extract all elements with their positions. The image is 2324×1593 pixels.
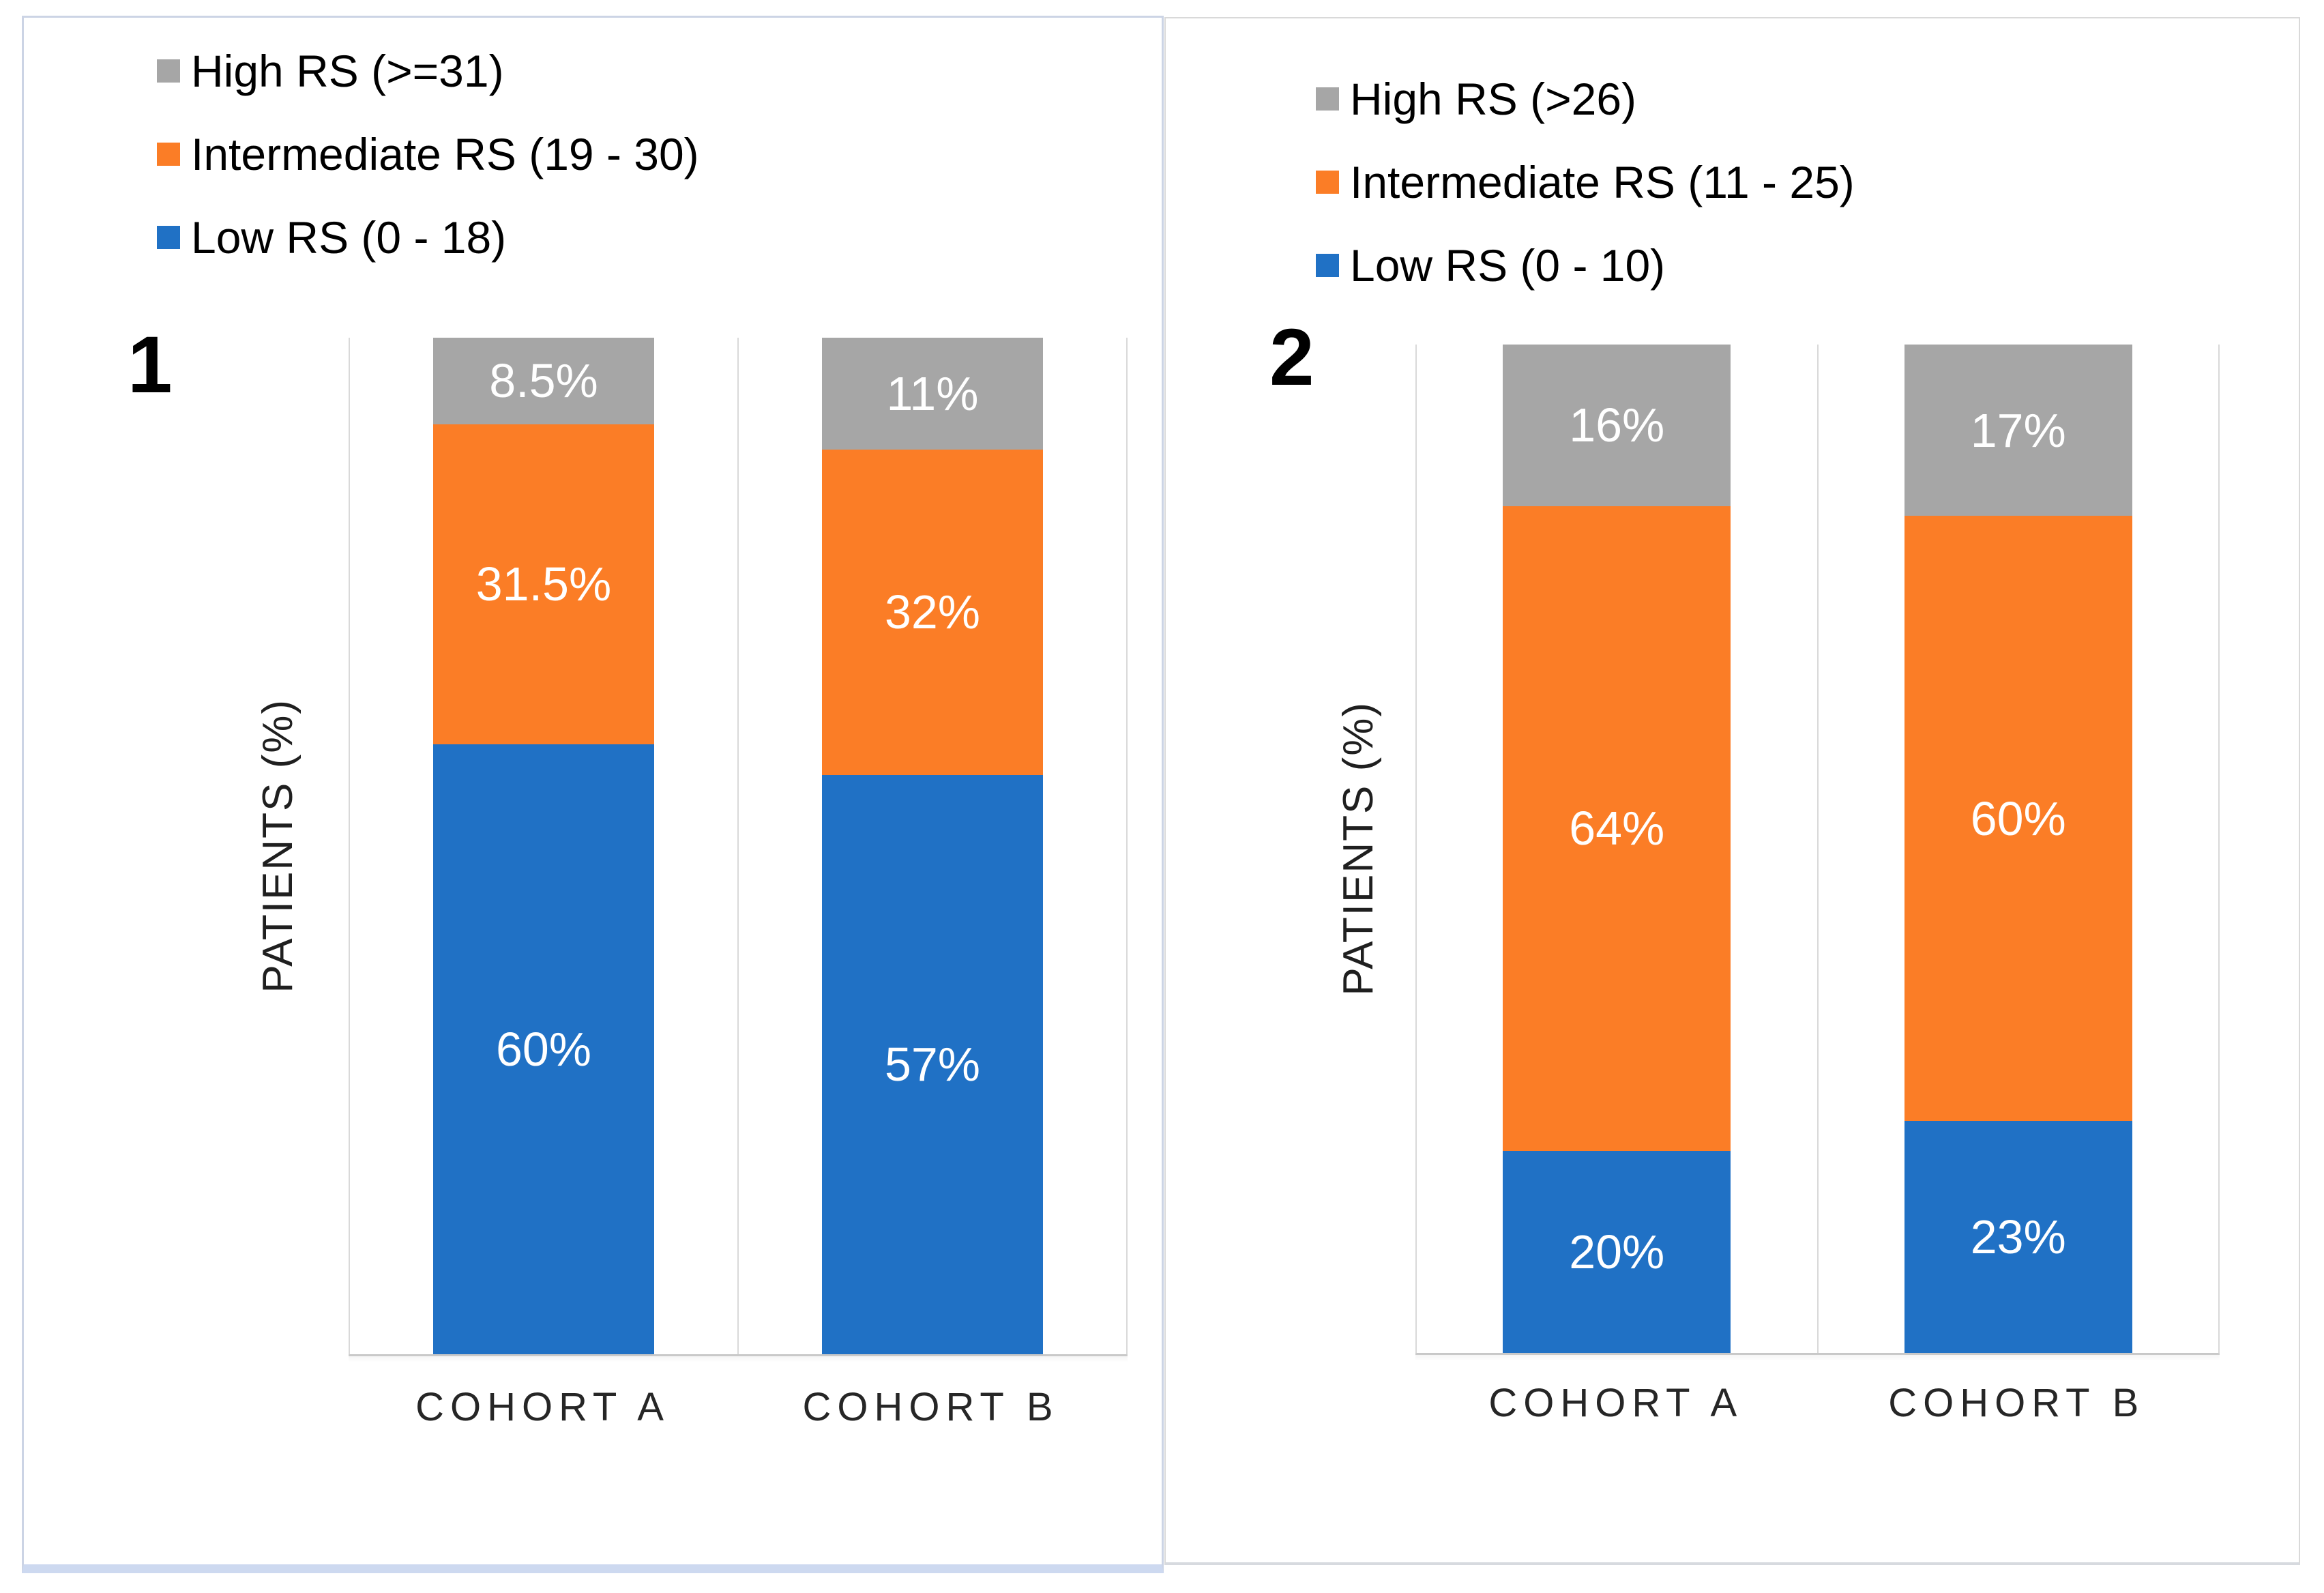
category-label-cohort-b: COHORT B	[1888, 1381, 2145, 1425]
plot-area: 20% 64% 16% 23% 60% 17%	[1415, 345, 2220, 1361]
bar-segment-high-rs-26: 16%	[1503, 345, 1731, 506]
y-axis-title-text: PATIENTS (%)	[254, 699, 301, 993]
y-axis-title: PATIENTS (%)	[1326, 345, 1391, 1353]
y-axis-title-text: PATIENTS (%)	[1335, 701, 1382, 996]
segment-value-label: 23%	[1970, 1210, 2066, 1264]
bar-segment-high-rs-31: 8.5%	[433, 338, 654, 424]
bar-segment-high-rs-31: 11%	[822, 338, 1043, 450]
segment-value-label: 60%	[1970, 791, 2066, 845]
stacked-bar-cohort-a: 60% 31.5% 8.5%	[433, 338, 654, 1354]
legend-item-intermediate-rs-19-30: Intermediate RS (19 - 30)	[157, 132, 699, 177]
category-section-cohort-a: 20% 64% 16%	[1417, 345, 1817, 1353]
legend-item-label: Intermediate RS (19 - 30)	[191, 129, 699, 179]
bar-segment-intermediate-rs-11-25: 60%	[1904, 516, 2132, 1122]
legend-item-label: Low RS (0 - 10)	[1350, 240, 1666, 291]
segment-value-label: 16%	[1569, 398, 1665, 452]
x-axis-category-labels: COHORT A COHORT B	[349, 1384, 1125, 1431]
category-section-cohort-b: 57% 32% 11%	[737, 338, 1126, 1354]
chart-panel-2: High RS (>26) Intermediate RS (11 - 25) Lo…	[1164, 17, 2300, 1565]
stacked-bar-cohort-b: 57% 32% 11%	[822, 338, 1043, 1354]
panel-number-label: 1	[128, 320, 173, 410]
legend-item-label: High RS (>=31)	[191, 46, 504, 96]
plot-area: 60% 31.5% 8.5% 57% 32% 11%	[349, 338, 1128, 1362]
legend-item-low-rs-0-10: Low RS (0 - 10)	[1316, 243, 1855, 288]
segment-value-label: 20%	[1569, 1225, 1665, 1279]
y-axis-title: PATIENTS (%)	[246, 338, 310, 1354]
bar-segment-low-rs-0-10: 23%	[1904, 1121, 2132, 1353]
segment-value-label: 60%	[495, 1023, 592, 1076]
bar-segment-low-rs-0-18: 57%	[822, 774, 1043, 1354]
legend-swatch-icon	[1316, 254, 1339, 277]
stacked-bar-cohort-b: 23% 60% 17%	[1904, 345, 2132, 1353]
chart-panel-1: High RS (>=31) Intermediate RS (19 - 30) L…	[22, 16, 1164, 1573]
segment-value-label: 17%	[1970, 403, 2066, 457]
x-axis-category-labels: COHORT A COHORT B	[1415, 1379, 2217, 1427]
bar-segment-high-rs-26: 17%	[1904, 345, 2132, 516]
bar-segment-low-rs-0-18: 60%	[433, 744, 654, 1354]
legend: High RS (>=31) Intermediate RS (19 - 30) L…	[157, 48, 699, 298]
legend-swatch-icon	[1316, 171, 1339, 194]
legend-swatch-icon	[157, 59, 180, 83]
segment-value-label: 57%	[884, 1038, 981, 1092]
segment-value-label: 32%	[884, 585, 981, 639]
bar-segment-intermediate-rs-19-30: 32%	[822, 449, 1043, 775]
category-label-cohort-b: COHORT B	[802, 1385, 1059, 1429]
legend-swatch-icon	[157, 226, 180, 249]
bar-segment-intermediate-rs-19-30: 31.5%	[433, 424, 654, 744]
legend-item-label: High RS (>26)	[1350, 74, 1637, 124]
legend-item-high-rs-31: High RS (>=31)	[157, 48, 699, 93]
legend-item-intermediate-rs-11-25: Intermediate RS (11 - 25)	[1316, 160, 1855, 205]
legend-swatch-icon	[157, 143, 180, 166]
legend-item-label: Low RS (0 - 18)	[191, 212, 507, 263]
legend-item-high-rs-26: High RS (>26)	[1316, 76, 1855, 121]
bar-segment-intermediate-rs-11-25: 64%	[1503, 506, 1731, 1152]
panel-number-label: 2	[1269, 312, 1314, 403]
segment-value-label: 11%	[886, 366, 979, 420]
category-section-cohort-b: 23% 60% 17%	[1816, 345, 2219, 1353]
legend-item-label: Intermediate RS (11 - 25)	[1350, 157, 1855, 207]
bar-segment-low-rs-0-10: 20%	[1503, 1151, 1731, 1353]
category-section-cohort-a: 60% 31.5% 8.5%	[350, 338, 737, 1354]
legend: High RS (>26) Intermediate RS (11 - 25) Lo…	[1316, 76, 1855, 326]
legend-item-low-rs-0-18: Low RS (0 - 18)	[157, 215, 699, 260]
stacked-bar-cohort-a: 20% 64% 16%	[1503, 345, 1731, 1353]
segment-value-label: 64%	[1569, 802, 1665, 856]
legend-swatch-icon	[1316, 87, 1339, 111]
category-label-cohort-a: COHORT A	[1488, 1381, 1744, 1425]
category-label-cohort-a: COHORT A	[415, 1385, 670, 1429]
segment-value-label: 31.5%	[475, 557, 612, 611]
segment-value-label: 8.5%	[489, 354, 598, 408]
